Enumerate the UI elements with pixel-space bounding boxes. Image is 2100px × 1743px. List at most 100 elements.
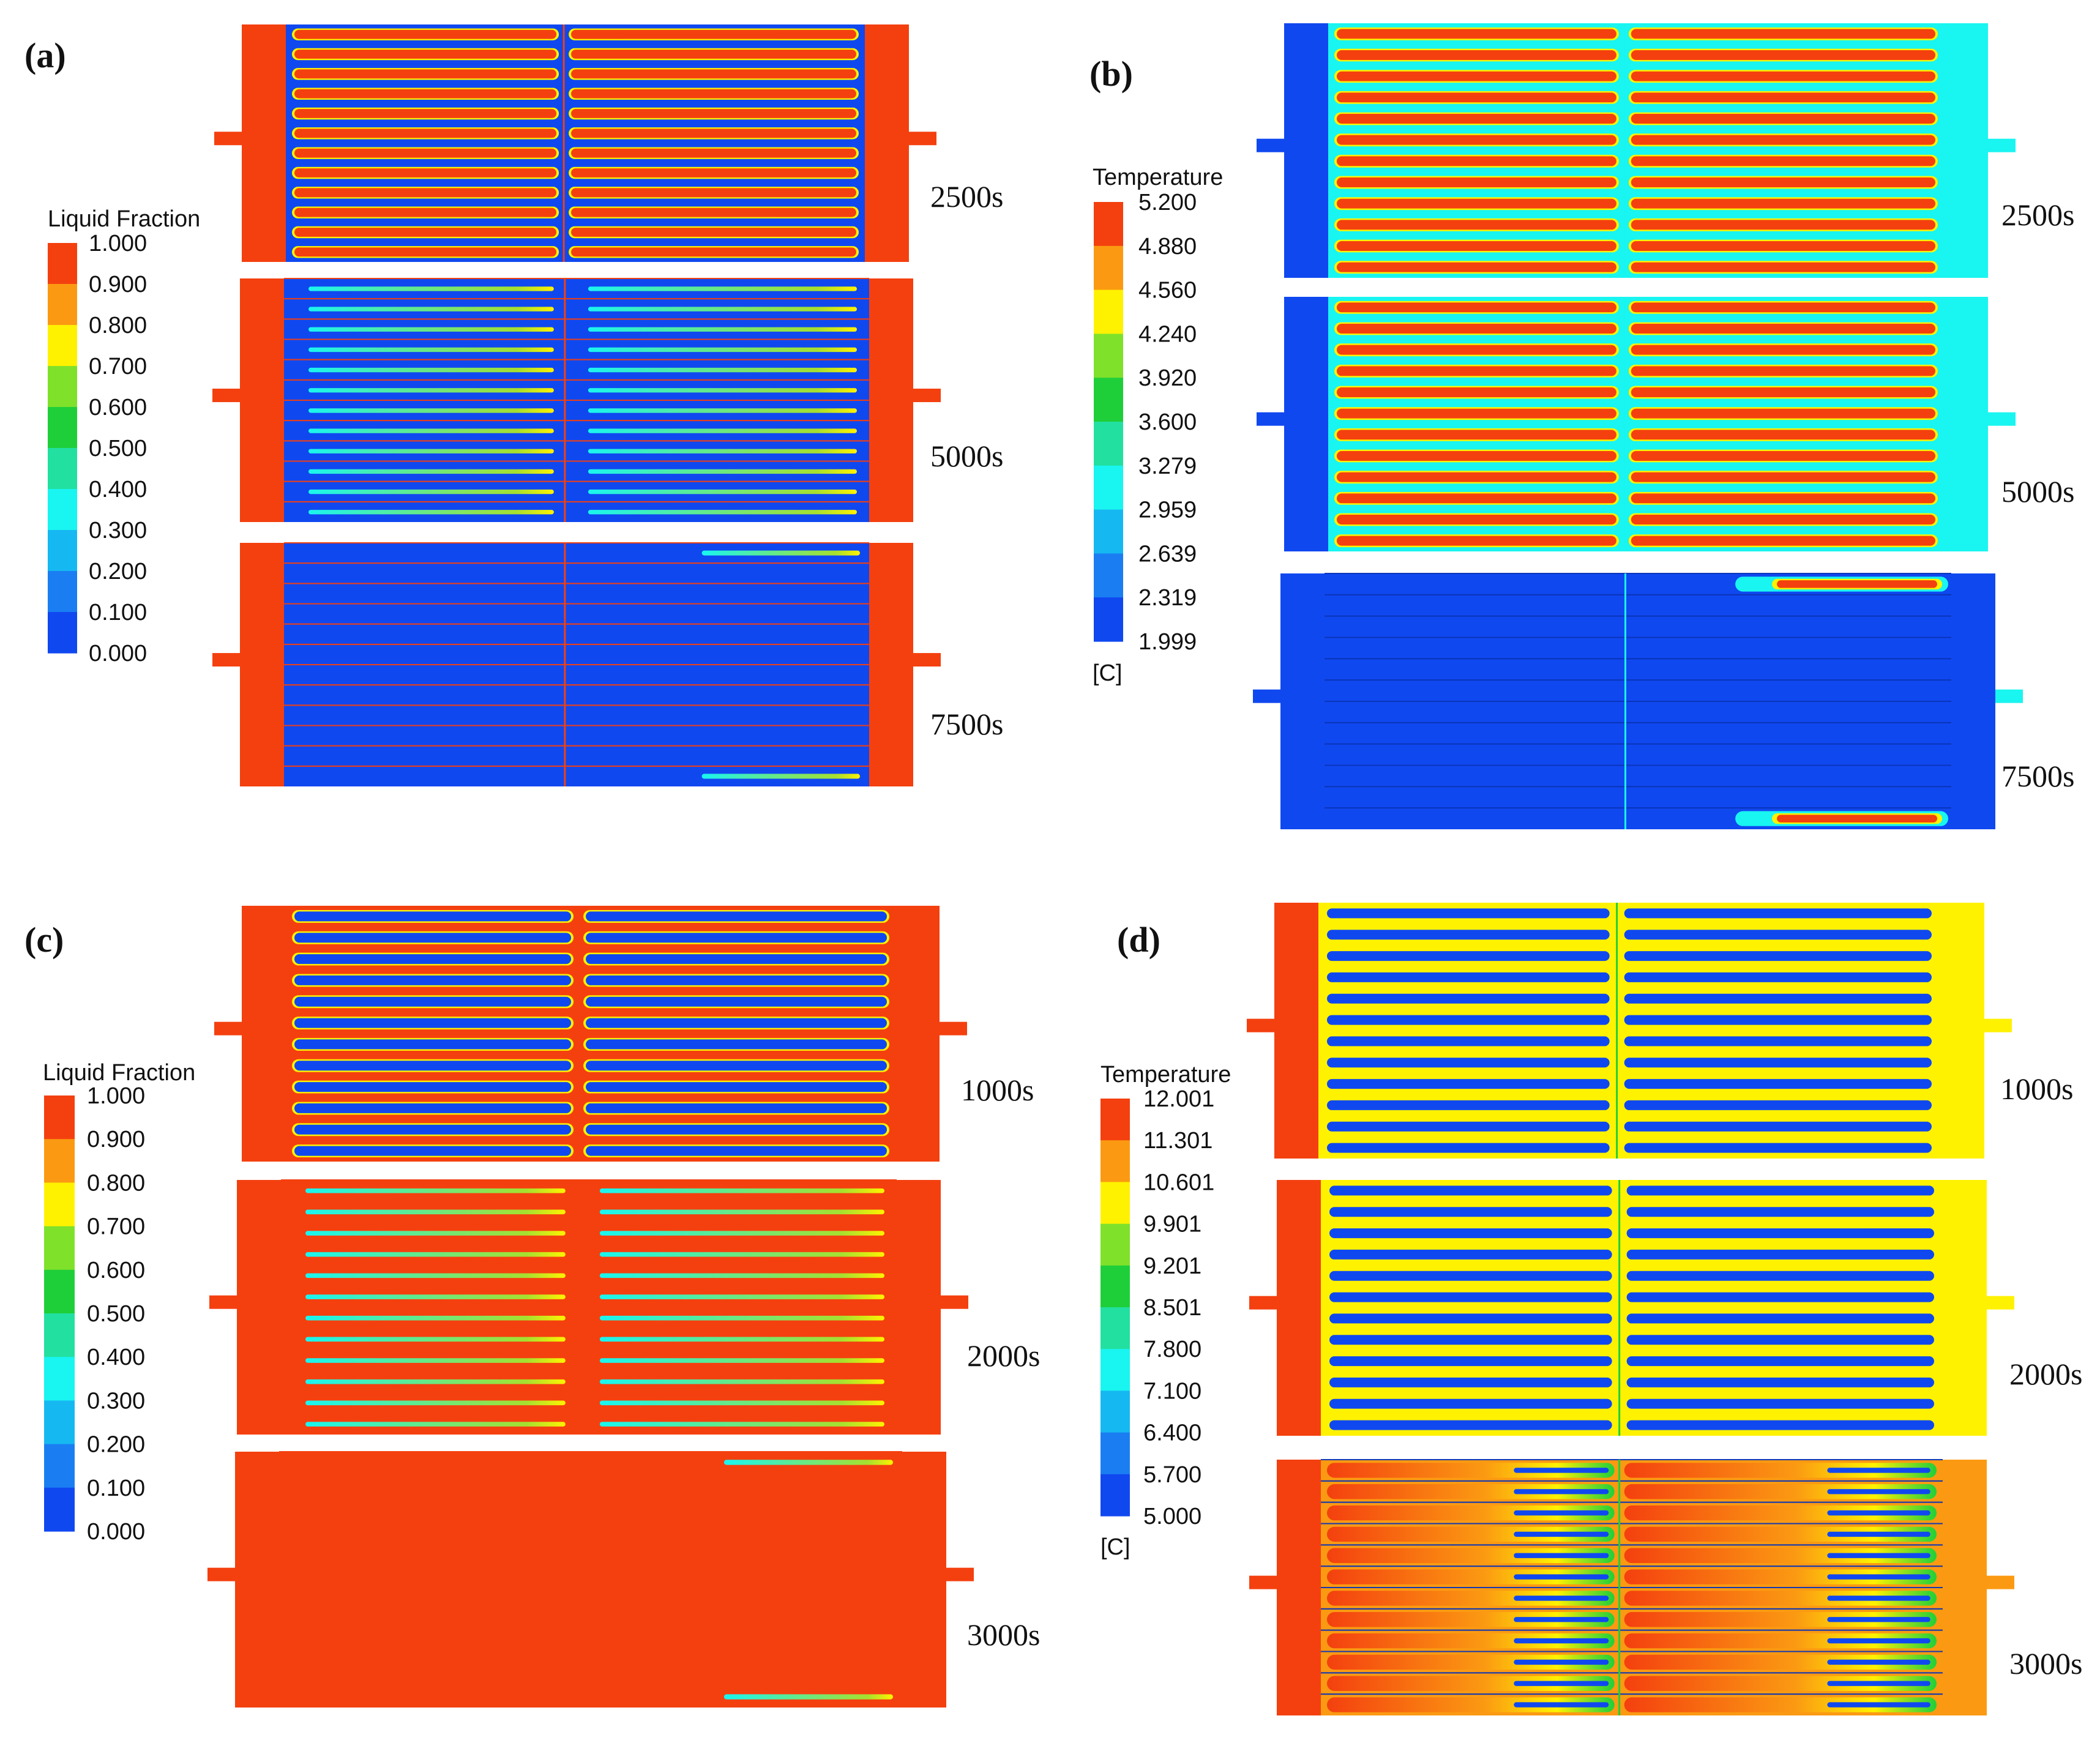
heat-exchanger-d-3000s — [1249, 1459, 2014, 1715]
legend-title: Liquid Fraction — [48, 206, 200, 232]
tube-row — [1325, 1120, 1934, 1133]
time-label: 2500s — [930, 179, 1003, 214]
tube-row — [1325, 1141, 1934, 1155]
tube-row — [1325, 1056, 1934, 1069]
legend-swatch — [1094, 202, 1123, 247]
tube-core — [586, 933, 887, 943]
legend-title: Temperature — [1100, 1062, 1231, 1088]
tube-streak — [588, 469, 857, 474]
legend-tick-label: 2.959 — [1138, 498, 1197, 523]
tube-core — [294, 69, 557, 79]
tube-row — [1321, 1672, 1943, 1691]
tube-plume — [1327, 1569, 1615, 1584]
tube-core — [1329, 1335, 1612, 1345]
tube-row — [1325, 1034, 1934, 1048]
tube-row — [284, 460, 869, 474]
legend-tick-label: 0.500 — [87, 1301, 145, 1327]
tube-row — [1321, 1651, 1943, 1670]
legend-swatch — [44, 1226, 75, 1271]
legend-tick-label: 0.000 — [89, 641, 147, 666]
tube-core — [1631, 345, 1935, 355]
tube-core — [1631, 262, 1935, 272]
tube-row — [1327, 1291, 1937, 1304]
tube-row — [1334, 218, 1938, 231]
legend-tick-label: 5.200 — [1138, 190, 1197, 215]
time-label: 1000s — [2000, 1072, 2073, 1106]
tube-core — [1337, 366, 1616, 376]
legend-tick-label: 4.240 — [1138, 321, 1197, 347]
tube-plume — [1624, 1526, 1937, 1542]
outlet-port — [1984, 1296, 2014, 1310]
legend-tick-label: 0.900 — [87, 1127, 145, 1152]
tube-row — [1321, 1608, 1943, 1627]
legend-swatch — [1094, 378, 1123, 422]
tube-streak — [305, 1379, 566, 1384]
tube-row — [1327, 1376, 1937, 1389]
tube-row — [292, 1037, 889, 1051]
tube-row — [292, 952, 889, 966]
tube-row — [1334, 154, 1938, 168]
tube-core — [571, 168, 856, 177]
tube-core — [1337, 92, 1616, 103]
tube-streak — [588, 408, 857, 413]
tube-core — [1327, 908, 1610, 919]
outlet-port — [1986, 138, 2016, 152]
header-right — [897, 1180, 941, 1435]
core — [286, 24, 865, 262]
tube-row — [284, 318, 869, 332]
heat-exchanger-d-2000s — [1249, 1180, 2014, 1436]
legend-tick-label: 0.100 — [89, 600, 147, 625]
tube-plume — [1327, 1633, 1615, 1649]
tube-cold-core — [1514, 1531, 1609, 1537]
tube-row — [292, 48, 859, 61]
tube-cold-core — [1827, 1531, 1930, 1537]
outlet-port — [1986, 412, 2016, 426]
tube-core — [1337, 472, 1616, 482]
tube-row — [1321, 1587, 1943, 1606]
tube-core — [1337, 71, 1616, 81]
tube-core — [1327, 1058, 1610, 1068]
inlet-port — [1249, 1296, 1279, 1310]
legend-tick-label: 0.800 — [89, 313, 147, 338]
tube-core — [1329, 1292, 1612, 1302]
tube-row — [292, 127, 859, 140]
legend-swatch — [1100, 1182, 1130, 1225]
tube-cold-core — [1514, 1659, 1609, 1665]
legend-swatch — [48, 407, 77, 449]
tube-streak — [305, 1209, 566, 1215]
tube-core — [1329, 1271, 1612, 1281]
tube-plume — [1327, 1505, 1615, 1521]
core — [1328, 23, 1944, 278]
tube-core — [1626, 1249, 1934, 1260]
tube-row — [1334, 322, 1938, 335]
tube-plume — [1624, 1654, 1937, 1670]
panel-b: (b) Temperature 5.200 4.880 4.560 4.240 3.92… — [1089, 23, 2074, 829]
tube-row — [284, 480, 869, 495]
legend-swatch — [1094, 334, 1123, 378]
inlet-port — [1249, 1575, 1279, 1589]
legend-colorbar — [44, 1095, 75, 1532]
tube-row — [1327, 1354, 1937, 1368]
tube-streak — [588, 449, 857, 453]
legend-swatch — [1100, 1474, 1130, 1517]
tube-core — [1631, 220, 1935, 230]
tube-core — [571, 69, 856, 79]
tube-core — [1329, 1377, 1612, 1387]
tube-row — [1325, 1077, 1934, 1091]
tube-row — [292, 206, 859, 218]
tube-core — [1337, 135, 1616, 145]
tube-row — [1325, 949, 1934, 963]
tube-row — [1334, 534, 1938, 548]
legend-colorbar — [1100, 1099, 1130, 1517]
tube-core — [586, 1146, 887, 1156]
tube-streak — [588, 510, 857, 515]
tube-row — [1334, 471, 1938, 484]
legend-swatch — [48, 284, 77, 326]
tube-row — [292, 166, 859, 179]
tube-row — [281, 1243, 897, 1257]
tube-row — [292, 147, 859, 159]
time-label: 3000s — [2009, 1646, 2082, 1681]
tube-core — [1329, 1420, 1612, 1430]
tube-core — [1329, 1398, 1612, 1409]
tube-core — [1327, 1121, 1610, 1132]
